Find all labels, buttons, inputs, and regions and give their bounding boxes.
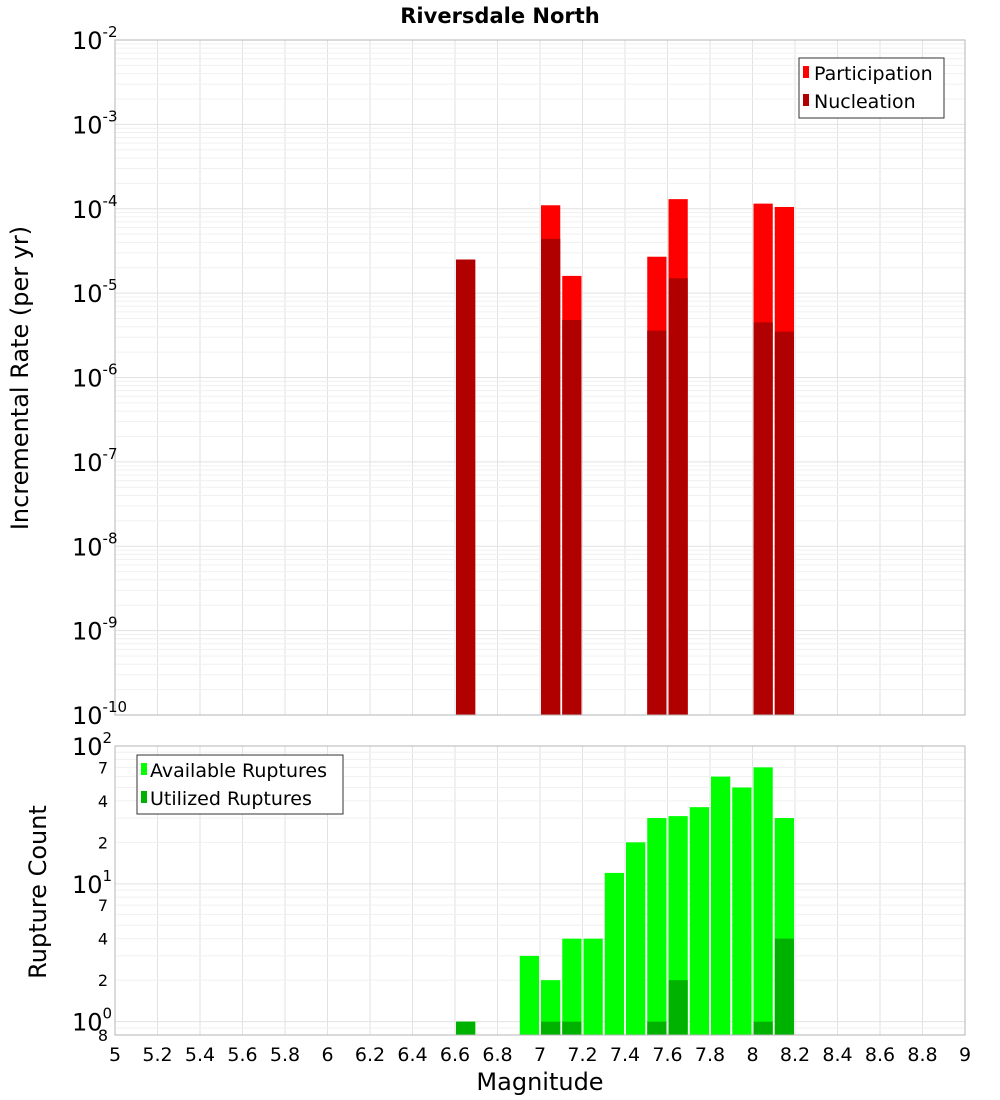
y-tick-label: 10-3 [72, 107, 118, 139]
y-tick-label: 10-5 [72, 276, 118, 308]
x-tick-label: 7.2 [567, 1044, 597, 1066]
x-tick-label: 6 [321, 1044, 333, 1066]
x-tick-label: 6.4 [397, 1044, 427, 1066]
top-legend: Participation Nucleation [798, 57, 945, 119]
bar-available-ruptures [562, 938, 582, 1035]
x-tick-label: 5.4 [185, 1044, 215, 1066]
bar-nucleation [562, 320, 582, 715]
top-y-tick-labels: 10-2 10-3 10-4 10-5 10-6 10-7 10-8 10-9 10-10 [72, 23, 127, 730]
y-minor-tick-label: 2 [98, 971, 108, 990]
y-tick-label: 10-8 [72, 529, 118, 561]
y-minor-tick-label: 8 [98, 1026, 108, 1045]
x-tick-label: 6.8 [482, 1044, 512, 1066]
bottom-y-tick-labels: 102 101 100 7 4 2 7 4 2 8 [72, 729, 112, 1045]
bar-utilized-ruptures [456, 1021, 476, 1035]
bar-available-ruptures [519, 955, 539, 1035]
bar-utilized-ruptures [562, 1021, 582, 1035]
bar-utilized-ruptures [541, 1021, 561, 1035]
x-tick-label: 8 [746, 1044, 758, 1066]
bar-nucleation [774, 331, 794, 715]
bottom-legend-box [136, 754, 344, 815]
x-tick-label: 6.6 [440, 1044, 470, 1066]
y-minor-tick-label: 7 [98, 896, 108, 915]
bar-nucleation [456, 259, 476, 715]
bottom-plot-frame [114, 745, 966, 1036]
bar-nucleation [647, 330, 667, 715]
x-tick-labels: 5 5.2 5.4 5.6 5.8 6 6.2 6.4 6.6 6.8 7 7.2 7.4 7.6 7.8 8… [109, 1044, 971, 1066]
bar-available-ruptures [753, 767, 773, 1035]
chart-title: Riversdale North [400, 4, 599, 28]
bar-utilized-ruptures [753, 1021, 773, 1035]
y-minor-tick-label: 4 [98, 792, 108, 811]
legend-available-label: Available Ruptures [150, 760, 327, 782]
bar-available-ruptures [732, 787, 752, 1035]
y-minor-tick-label: 4 [98, 930, 108, 949]
y-tick-label: 102 [72, 729, 112, 761]
legend-available-swatch [141, 763, 147, 775]
legend-utilized-swatch [141, 791, 147, 803]
top-plot-grid [114, 39, 966, 716]
x-tick-label: 5 [109, 1044, 121, 1066]
y-minor-tick-label: 7 [98, 758, 108, 777]
bar-available-ruptures [626, 842, 646, 1035]
bar-nucleation [668, 278, 688, 715]
bar-available-ruptures [541, 980, 561, 1035]
bottom-y-axis-label: Rupture Count [24, 805, 52, 979]
bar-available-ruptures [583, 938, 603, 1035]
bar-utilized-ruptures [774, 938, 794, 1035]
x-tick-label: 9 [959, 1044, 971, 1066]
x-tick-label: 8.8 [907, 1044, 937, 1066]
bar-nucleation [753, 322, 773, 715]
x-tick-label: 7 [534, 1044, 546, 1066]
x-tick-label: 7.6 [652, 1044, 682, 1066]
y-tick-label: 10-2 [72, 23, 118, 55]
x-tick-label: 7.8 [695, 1044, 725, 1066]
bar-available-ruptures [711, 776, 731, 1035]
bar-utilized-ruptures [668, 980, 688, 1035]
x-tick-label: 8.4 [822, 1044, 852, 1066]
top-y-axis-label: Incremental Rate (per yr) [6, 226, 34, 530]
legend-nucleation-swatch [803, 94, 809, 106]
x-tick-label: 5.2 [142, 1044, 172, 1066]
x-tick-label: 8.6 [865, 1044, 895, 1066]
legend-utilized-label: Utilized Ruptures [150, 788, 312, 810]
top-plot-bars [456, 199, 794, 716]
x-tick-label: 6.2 [355, 1044, 385, 1066]
top-legend-box [798, 57, 945, 119]
bottom-legend: Available Ruptures Utilized Ruptures [136, 754, 344, 815]
top-plot-frame [114, 39, 966, 716]
y-tick-label: 100 [72, 1005, 112, 1037]
bar-available-ruptures [647, 818, 667, 1035]
bar-utilized-ruptures [647, 1021, 667, 1035]
y-tick-label: 10-4 [72, 192, 118, 224]
bar-nucleation [541, 238, 561, 715]
x-tick-label: 7.4 [610, 1044, 640, 1066]
legend-participation-label: Participation [814, 63, 933, 85]
bar-available-ruptures [604, 872, 624, 1035]
legend-participation-swatch [803, 66, 809, 78]
y-tick-label: 10-10 [72, 698, 127, 730]
bar-available-ruptures [689, 807, 709, 1035]
x-tick-label: 5.6 [227, 1044, 257, 1066]
x-axis-label: Magnitude [476, 1068, 603, 1096]
y-tick-label: 101 [72, 867, 112, 899]
y-tick-label: 10-9 [72, 614, 118, 646]
legend-nucleation-label: Nucleation [814, 91, 916, 113]
x-tick-label: 5.8 [270, 1044, 300, 1066]
y-tick-label: 10-6 [72, 361, 118, 393]
y-tick-label: 10-7 [72, 445, 118, 477]
bottom-plot-bars [456, 767, 794, 1035]
y-minor-tick-label: 2 [98, 833, 108, 852]
x-tick-label: 8.2 [780, 1044, 810, 1066]
